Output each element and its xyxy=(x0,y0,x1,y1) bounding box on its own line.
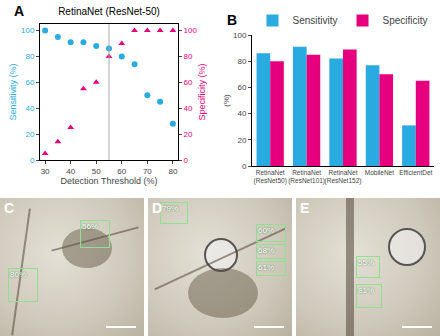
html-text:79%: 79% xyxy=(162,204,178,213)
svg-text:20: 20 xyxy=(237,136,246,145)
svg-text:MobileNet: MobileNet xyxy=(365,169,394,176)
html-text:C: C xyxy=(4,200,15,216)
svg-text:100: 100 xyxy=(184,26,198,35)
svg-text:80: 80 xyxy=(168,167,177,176)
svg-text:30: 30 xyxy=(41,167,50,176)
svg-text:RetinaNet(ResNet50): RetinaNet(ResNet50) xyxy=(254,169,287,185)
svg-text:0: 0 xyxy=(30,156,35,165)
svg-text:Specificity: Specificity xyxy=(383,15,428,26)
svg-text:40: 40 xyxy=(66,167,75,176)
svg-text:EfficientDet: EfficientDet xyxy=(399,169,432,176)
html-text:55%: 55% xyxy=(358,258,374,267)
html-text:80%: 80% xyxy=(10,270,26,279)
svg-text:A: A xyxy=(14,3,24,19)
html-text:D: D xyxy=(152,200,163,216)
svg-text:Sensitivity: Sensitivity xyxy=(293,15,338,26)
html-text:60%: 60% xyxy=(258,226,274,235)
html-text:E: E xyxy=(300,200,310,216)
svg-text:50: 50 xyxy=(92,167,101,176)
svg-text:80: 80 xyxy=(237,57,246,66)
svg-text:RetinaNet (ResNet-50): RetinaNet (ResNet-50) xyxy=(58,6,160,17)
svg-text:Specificity (%): Specificity (%) xyxy=(197,63,207,120)
html-text:81%: 81% xyxy=(358,286,374,295)
svg-text:0: 0 xyxy=(242,162,247,171)
svg-text:70: 70 xyxy=(143,167,152,176)
svg-text:RetinaNet(ResNet152): RetinaNet(ResNet152) xyxy=(325,169,362,185)
svg-text:100: 100 xyxy=(21,26,35,35)
svg-text:60: 60 xyxy=(117,167,126,176)
svg-text:80: 80 xyxy=(184,52,193,61)
svg-text:60: 60 xyxy=(184,78,193,87)
html-text:56%: 56% xyxy=(82,222,98,231)
html-text:68%: 68% xyxy=(258,246,274,255)
svg-text:20: 20 xyxy=(184,130,193,139)
svg-text:60: 60 xyxy=(237,83,246,92)
svg-text:80: 80 xyxy=(25,52,34,61)
html-text:61%: 61% xyxy=(258,263,274,272)
svg-text:60: 60 xyxy=(25,78,34,87)
svg-text:40: 40 xyxy=(184,104,193,113)
svg-text:(%): (%) xyxy=(222,94,231,107)
svg-text:RetinaNet(ResNet101): RetinaNet(ResNet101) xyxy=(288,169,325,185)
svg-text:Detection Threshold (%): Detection Threshold (%) xyxy=(61,176,158,186)
svg-text:B: B xyxy=(227,12,237,28)
svg-text:0: 0 xyxy=(184,156,189,165)
svg-text:100: 100 xyxy=(233,31,247,40)
svg-text:Sensitivity (%): Sensitivity (%) xyxy=(8,63,18,120)
svg-text:40: 40 xyxy=(237,109,246,118)
svg-text:40: 40 xyxy=(25,104,34,113)
svg-text:20: 20 xyxy=(25,130,34,139)
